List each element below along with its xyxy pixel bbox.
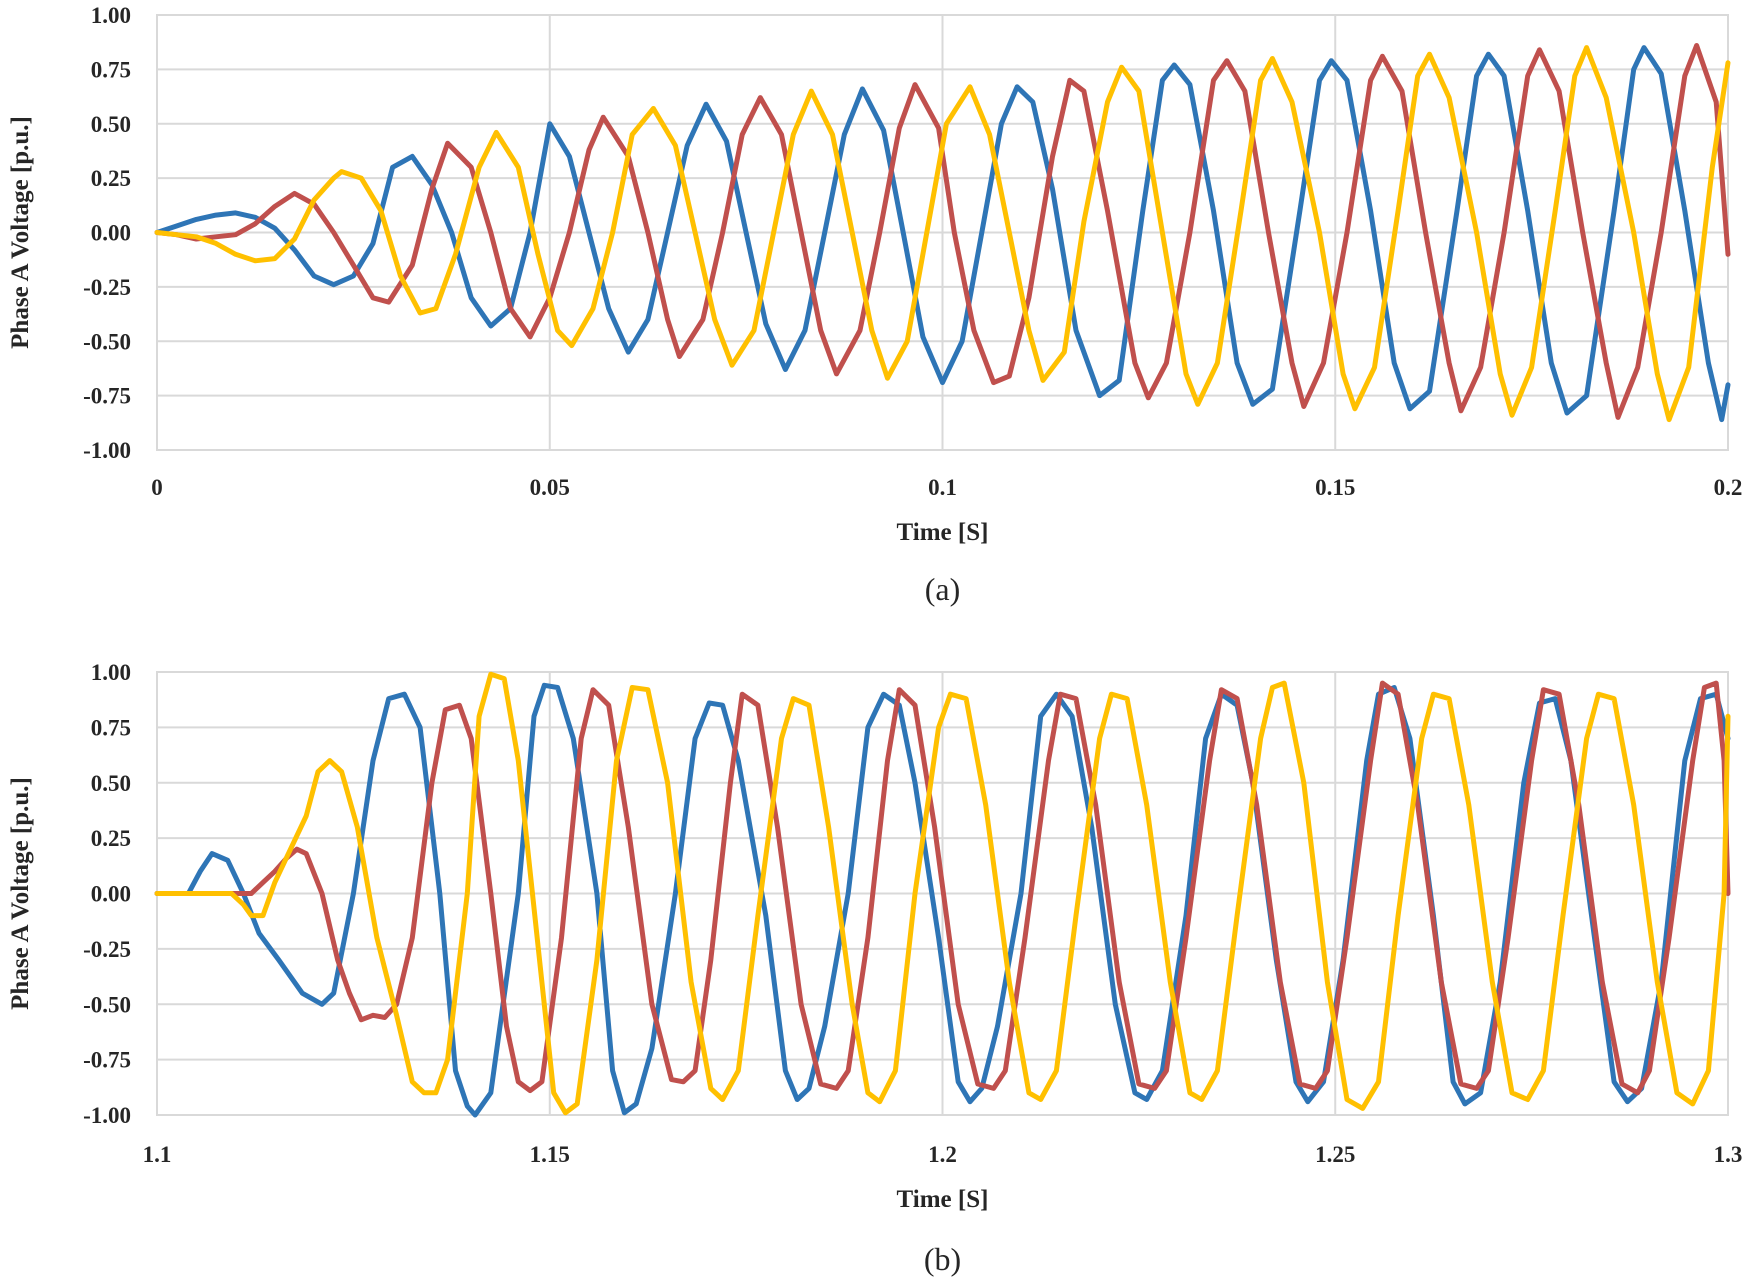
y-tick-label: 0.75 (91, 57, 131, 82)
y-tick-label: -0.75 (83, 384, 131, 409)
y-axis-title: Phase A Voltage [p.u.] (7, 116, 34, 349)
x-tick-label: 1.2 (928, 1142, 957, 1167)
x-tick-label: 1.1 (143, 1142, 172, 1167)
chart-caption: (a) (925, 571, 961, 607)
chart-caption: (b) (924, 1241, 961, 1277)
y-tick-label: 1.00 (91, 3, 131, 28)
y-tick-label: 0.50 (91, 112, 131, 137)
y-axis-title: Phase A Voltage [p.u.] (7, 777, 34, 1010)
y-tick-label: 0.00 (91, 221, 131, 246)
x-axis-title: Time [S] (897, 1186, 989, 1213)
x-tick-label: 1.3 (1714, 1142, 1743, 1167)
y-tick-label: 0.25 (91, 166, 131, 191)
y-tick-label: 1.00 (91, 660, 131, 685)
x-tick-label: 0.15 (1315, 475, 1355, 500)
x-tick-label: 1.15 (530, 1142, 570, 1167)
y-tick-label: -0.50 (83, 329, 131, 354)
x-tick-label: 0 (151, 475, 163, 500)
y-tick-label: 0.75 (91, 715, 131, 740)
y-tick-label: 0.00 (91, 882, 131, 907)
x-axis-title: Time [S] (897, 519, 989, 546)
y-tick-label: 0.50 (91, 771, 131, 796)
y-tick-label: -1.00 (83, 438, 131, 463)
x-tick-label: 0.05 (530, 475, 570, 500)
x-tick-label: 0.2 (1714, 475, 1743, 500)
series-line-1 (154, 682, 1731, 1118)
y-tick-label: -0.75 (83, 1048, 131, 1073)
y-tick-label: -0.25 (83, 937, 131, 962)
y-tick-label: -0.25 (83, 275, 131, 300)
y-tick-label: -1.00 (83, 1103, 131, 1128)
series-line-3 (154, 671, 1731, 1116)
y-tick-label: -0.50 (83, 992, 131, 1017)
chart-b: 1.00 0.75 0.50 0.25 0.00 -0.25 -0.50 -0.75 -1.00… (7, 660, 1742, 1277)
chart-a: 1.00 0.75 0.50 0.25 0.00 -0.25 -0.50 -0.75 -1.00… (7, 3, 1742, 607)
y-tick-label: 0.25 (91, 826, 131, 851)
series-line-2 (154, 43, 1731, 420)
series-line-2 (154, 680, 1731, 1096)
x-tick-label: 1.25 (1315, 1142, 1355, 1167)
series-line-1 (154, 45, 1731, 423)
x-tick-label: 0.1 (928, 475, 957, 500)
series-line-3 (154, 45, 1731, 423)
